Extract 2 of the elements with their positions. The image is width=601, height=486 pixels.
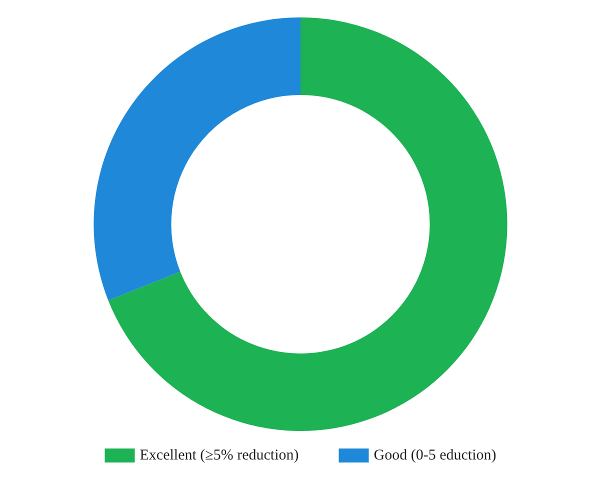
legend-label: Good (0-5 eduction) (374, 448, 496, 464)
legend-label: Excellent (≥5% reduction) (140, 448, 299, 464)
